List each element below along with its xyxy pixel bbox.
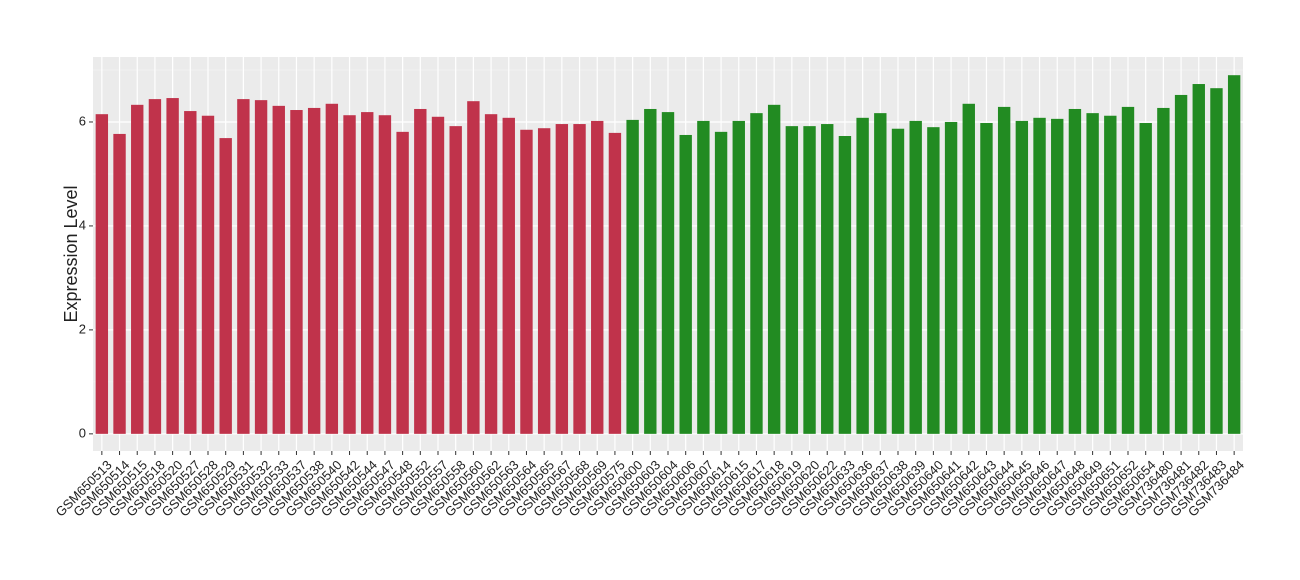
bar (254, 100, 268, 434)
bar (290, 110, 303, 434)
bar (1086, 113, 1099, 434)
bar (520, 129, 533, 434)
bar (874, 113, 887, 434)
y-axis-title: Expression Level (61, 185, 81, 322)
bar (1121, 106, 1135, 434)
bar (1227, 75, 1241, 434)
bar (714, 131, 728, 434)
bar (325, 103, 339, 434)
bar (838, 136, 852, 434)
bar (767, 104, 781, 434)
bar (803, 126, 816, 434)
y-tick-label: 2 (79, 321, 86, 336)
bar (980, 123, 993, 434)
bar (856, 117, 869, 434)
bar (591, 120, 604, 434)
bar (343, 115, 356, 434)
bar (361, 112, 374, 434)
bar (821, 124, 834, 434)
bar (272, 105, 285, 434)
bar (785, 126, 799, 434)
bar (113, 133, 126, 434)
bar (1033, 117, 1046, 434)
y-tick-label: 0 (79, 425, 86, 440)
bar (307, 107, 321, 434)
bar (219, 138, 232, 434)
bar (201, 115, 215, 434)
bar (608, 132, 622, 434)
bar (1015, 120, 1029, 434)
bar (1139, 123, 1152, 434)
bar (467, 101, 480, 434)
bar (378, 115, 392, 434)
bar (1051, 118, 1064, 434)
bar (184, 111, 197, 434)
bar (1192, 84, 1205, 434)
y-tick-label: 4 (79, 217, 86, 232)
bar (626, 119, 639, 434)
bar (414, 108, 427, 434)
bar (1174, 94, 1188, 434)
bar (679, 134, 692, 434)
bar (750, 113, 763, 434)
bar (484, 114, 498, 434)
bar (573, 124, 586, 434)
bar (944, 121, 958, 434)
bar (237, 99, 250, 434)
bar (1104, 115, 1117, 434)
bar (1068, 108, 1082, 434)
bar (1210, 88, 1223, 434)
bar (661, 112, 675, 434)
bar (537, 128, 551, 434)
y-tick-label: 6 (79, 113, 86, 128)
bar (449, 126, 462, 434)
bar (962, 103, 975, 434)
bar (697, 120, 710, 434)
bar (95, 114, 109, 434)
bar (555, 124, 569, 434)
bar (927, 127, 940, 434)
bar (891, 128, 905, 434)
bar (431, 116, 445, 434)
bar (131, 104, 144, 434)
bar (644, 108, 657, 434)
bar (166, 98, 179, 434)
bar (396, 131, 409, 434)
bar (997, 106, 1011, 434)
bar (148, 99, 162, 434)
bar (502, 117, 515, 434)
bar (732, 120, 745, 434)
bar (909, 120, 922, 434)
bar (1157, 107, 1170, 434)
